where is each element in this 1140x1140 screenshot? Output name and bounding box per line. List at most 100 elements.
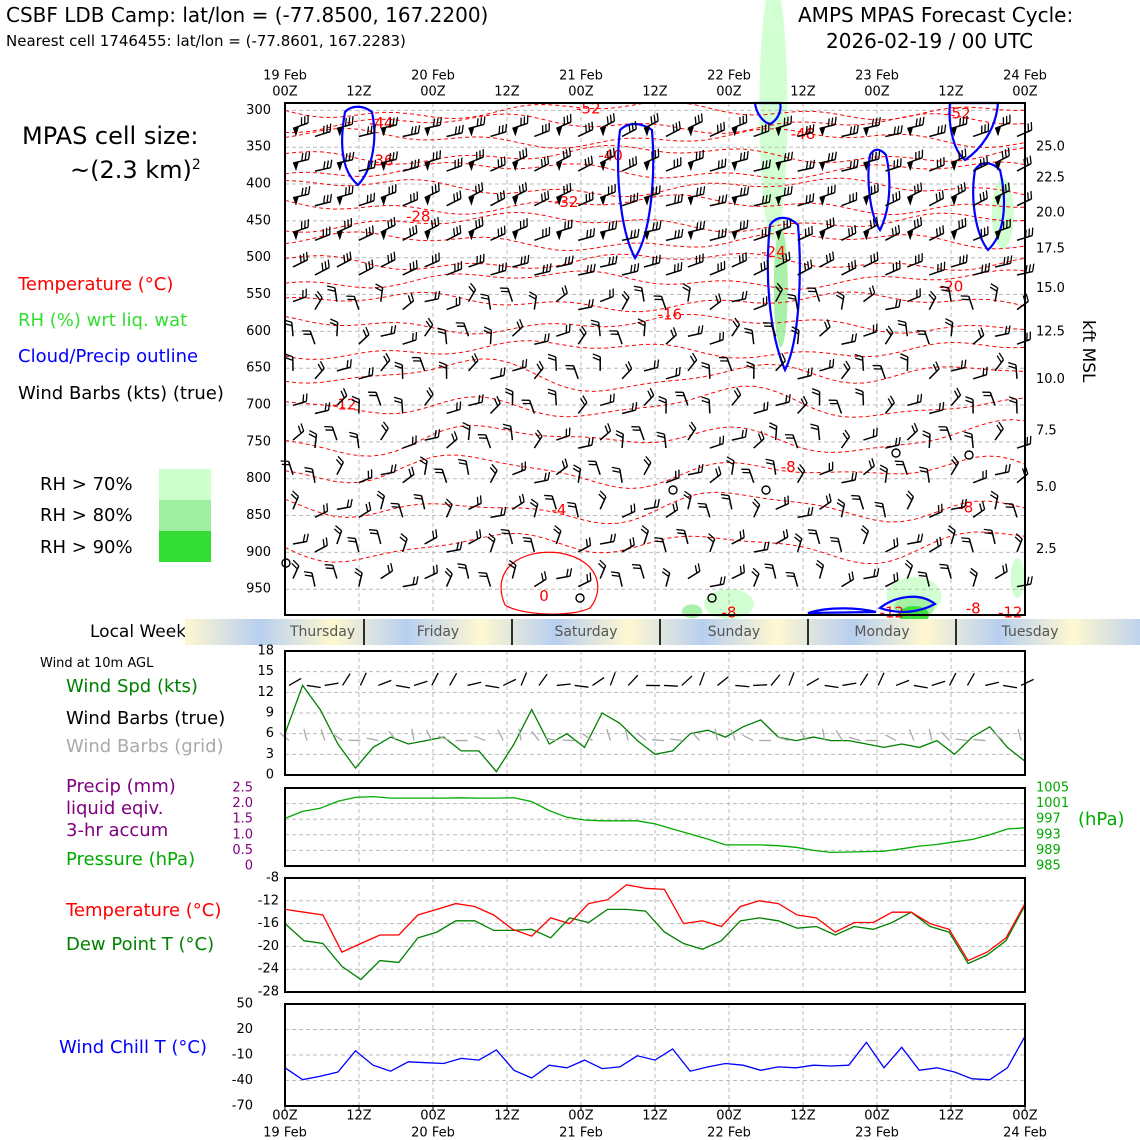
wind-barb-feather xyxy=(632,563,641,566)
wind-barb-staff xyxy=(906,429,919,441)
wind-barb-feather xyxy=(593,263,596,272)
wind-barb-feather xyxy=(894,437,898,446)
wind-barb-feather xyxy=(697,464,701,473)
wind-barb-staff xyxy=(533,435,543,449)
wind-barb-staff xyxy=(643,462,652,476)
wind-barb-staff xyxy=(291,322,294,337)
top-date-label: 22 Feb xyxy=(707,69,751,84)
height-tick-label: 17.5 xyxy=(1036,241,1065,256)
wind-barb-staff xyxy=(309,330,316,345)
wind-barb-staff xyxy=(753,573,760,587)
wind-barb-pennant xyxy=(556,161,563,172)
wind-barb-pennant xyxy=(468,126,475,137)
wind-barb-feather xyxy=(717,466,722,475)
wind-barb-staff xyxy=(770,322,777,337)
pressure-tick-label: 350 xyxy=(246,140,271,155)
wind-barb-staff xyxy=(424,393,434,406)
wind-barb-feather xyxy=(629,538,632,547)
wind-barb-staff xyxy=(599,155,615,164)
wind-barb-feather xyxy=(766,401,769,410)
wind-barb-feather xyxy=(842,432,849,440)
wind-barb-feather xyxy=(680,193,684,202)
wind-barb-feather xyxy=(851,334,854,343)
wind-barb-feather xyxy=(984,263,987,272)
wind-barb-feather xyxy=(387,220,390,229)
wind-barb-pennant xyxy=(863,230,870,241)
surface-wind-barb xyxy=(342,673,351,686)
wind-barb-feather xyxy=(305,470,314,474)
grid-wind-barb xyxy=(518,728,522,741)
weekday-label-monday: Monday xyxy=(854,624,909,640)
wind-barb-feather xyxy=(845,360,851,369)
wind-barb-staff xyxy=(577,402,588,414)
wind-barb-staff xyxy=(950,261,967,268)
wind-barb-pennant xyxy=(687,230,694,241)
wind-barb-feather xyxy=(456,542,460,551)
wind-barb-staff xyxy=(334,287,338,302)
wind-barb-staff xyxy=(551,495,557,510)
wind-barb-feather xyxy=(611,256,615,265)
wind-barb-feather xyxy=(753,498,761,506)
wind-barb-feather xyxy=(453,431,458,440)
wind-barb-pennant xyxy=(644,161,651,172)
wind-barb-feather xyxy=(721,195,724,204)
wind-barb-staff xyxy=(841,132,858,138)
wind-barb-feather xyxy=(870,255,873,264)
wind-barb-staff xyxy=(928,544,942,553)
wind-barb-feather xyxy=(365,228,368,237)
wind-barb-staff xyxy=(950,189,966,199)
wind-barb-feather xyxy=(326,194,329,203)
wind-barb-feather xyxy=(855,391,864,396)
wind-barb-feather xyxy=(965,254,968,263)
wind-barb-staff xyxy=(994,471,1009,476)
wind-barb-feather xyxy=(615,433,624,439)
wind-barb-staff xyxy=(928,296,937,310)
wind-barb-feather xyxy=(354,571,362,577)
wind-barb-feather xyxy=(459,190,462,199)
wind-barb-feather xyxy=(345,153,348,162)
wind-barb-staff xyxy=(907,260,923,268)
wind-barb-feather xyxy=(525,359,528,368)
surface-wind-barb xyxy=(592,677,605,686)
wind-barb-feather xyxy=(325,567,334,570)
wind-barb-staff xyxy=(709,583,724,588)
wind-barb-feather xyxy=(965,115,968,124)
wind-barb-feather xyxy=(743,220,745,229)
wind-barb-feather xyxy=(825,495,829,504)
bottom-time-label: 00Z xyxy=(716,1109,742,1124)
wind-barb-feather xyxy=(329,159,333,168)
wind-barb-feather xyxy=(390,562,394,572)
wind-barb-feather xyxy=(897,319,906,323)
wind-barb-feather xyxy=(643,459,650,466)
wind-barb-feather xyxy=(477,183,481,193)
wind-barb-staff xyxy=(972,130,989,138)
temperature-contour xyxy=(284,340,1026,360)
wind-barb-staff xyxy=(600,540,615,545)
wind-barb-pennant xyxy=(512,126,519,137)
wind-barb-feather xyxy=(309,429,317,435)
wind-barb-pennant xyxy=(380,195,387,206)
wind-barb-staff xyxy=(885,444,900,449)
wind-barb-feather xyxy=(573,464,581,470)
wind-barb-feather xyxy=(913,220,916,229)
wind-barb-staff xyxy=(972,334,985,345)
wind-barb-feather xyxy=(374,286,383,292)
wind-barb-feather xyxy=(919,466,928,470)
surface-wind-barb xyxy=(663,684,678,687)
wind-barb-staff xyxy=(731,298,746,303)
wind-barb-staff xyxy=(358,266,374,276)
wind-barb-staff xyxy=(467,359,479,372)
wind-barb-feather xyxy=(701,361,710,366)
wind-barb-feather xyxy=(382,421,389,429)
wind-barb-feather xyxy=(826,220,829,229)
rh-shading xyxy=(759,0,788,241)
legend-precip-2: liquid eqiv. xyxy=(66,798,164,819)
wind-barb-feather xyxy=(1008,362,1017,366)
grid-wind-barb xyxy=(690,731,701,742)
wind-barb-feather xyxy=(674,230,677,239)
wind-barb-feather xyxy=(368,226,371,236)
wind-barb-staff xyxy=(490,374,505,380)
wind-barb-feather xyxy=(932,363,938,372)
wind-barb-staff xyxy=(972,233,989,242)
wind-barb-staff xyxy=(507,288,514,302)
